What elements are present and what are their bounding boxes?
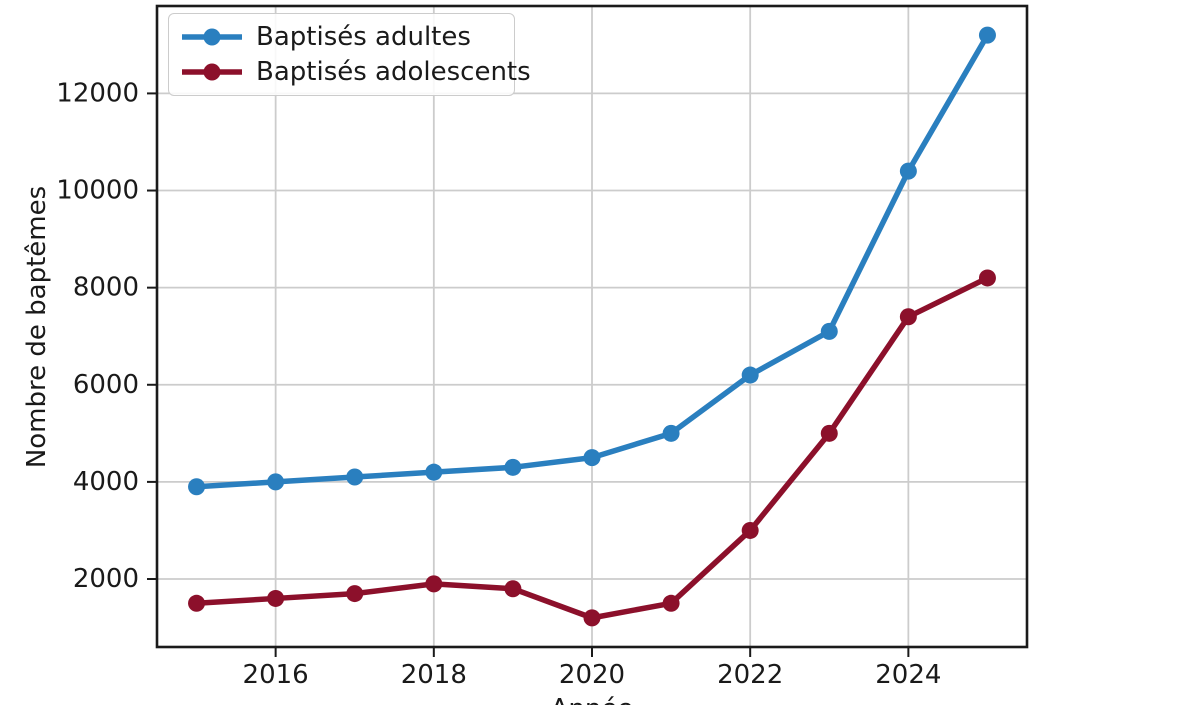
x-axis-label: Année xyxy=(551,694,634,705)
data-point xyxy=(583,609,601,627)
data-point xyxy=(346,585,364,603)
legend-item-adolescents: Baptisés adolescents xyxy=(181,57,531,87)
legend-item-adultes: Baptisés adultes xyxy=(181,22,500,52)
data-point xyxy=(741,366,759,384)
x-tick-labels: 2016 2018 2020 2022 2024 xyxy=(243,660,942,690)
data-point xyxy=(267,473,285,491)
series-line-0 xyxy=(188,26,996,496)
x-tick-label: 2016 xyxy=(243,660,309,690)
x-tick-label: 2018 xyxy=(401,660,467,690)
chart-legend: Baptisés adultes Baptisés adolescents xyxy=(168,13,531,96)
y-axis-label: Nombre de baptêmes xyxy=(22,185,52,469)
tick-marks xyxy=(147,92,910,657)
data-point xyxy=(504,580,522,598)
data-point xyxy=(583,449,601,467)
gridlines xyxy=(157,6,1027,647)
y-tick-label: 2000 xyxy=(73,564,139,594)
legend-line-marker-adolescents-icon xyxy=(182,63,242,81)
legend-label-adultes: Baptisés adultes xyxy=(256,22,471,52)
y-tick-labels: 2000 4000 6000 8000 10000 12000 xyxy=(56,78,139,594)
data-point xyxy=(978,26,996,44)
data-point xyxy=(741,521,759,539)
data-point xyxy=(820,424,838,442)
x-tick-label: 2020 xyxy=(559,660,625,690)
data-point xyxy=(820,322,838,340)
data-point xyxy=(425,463,443,481)
data-point xyxy=(662,424,680,442)
series-line-1 xyxy=(188,269,996,627)
y-tick-label: 12000 xyxy=(56,78,139,108)
x-tick-label: 2022 xyxy=(717,660,783,690)
y-tick-label: 10000 xyxy=(56,176,139,206)
data-point xyxy=(346,468,364,486)
legend-label-adolescents: Baptisés adolescents xyxy=(256,57,531,87)
plot-frame xyxy=(155,4,1029,649)
data-point xyxy=(899,162,917,180)
x-tick-label: 2024 xyxy=(875,660,941,690)
data-point xyxy=(188,594,206,612)
data-point xyxy=(899,308,917,326)
legend-line-marker-adultes-icon xyxy=(182,28,242,46)
data-point xyxy=(267,589,285,607)
data-point xyxy=(978,269,996,287)
data-point xyxy=(504,458,522,476)
y-tick-label: 8000 xyxy=(73,273,139,303)
y-tick-label: 6000 xyxy=(73,370,139,400)
data-point xyxy=(662,594,680,612)
data-point xyxy=(188,478,206,496)
data-point xyxy=(425,575,443,593)
y-tick-label: 4000 xyxy=(73,467,139,497)
